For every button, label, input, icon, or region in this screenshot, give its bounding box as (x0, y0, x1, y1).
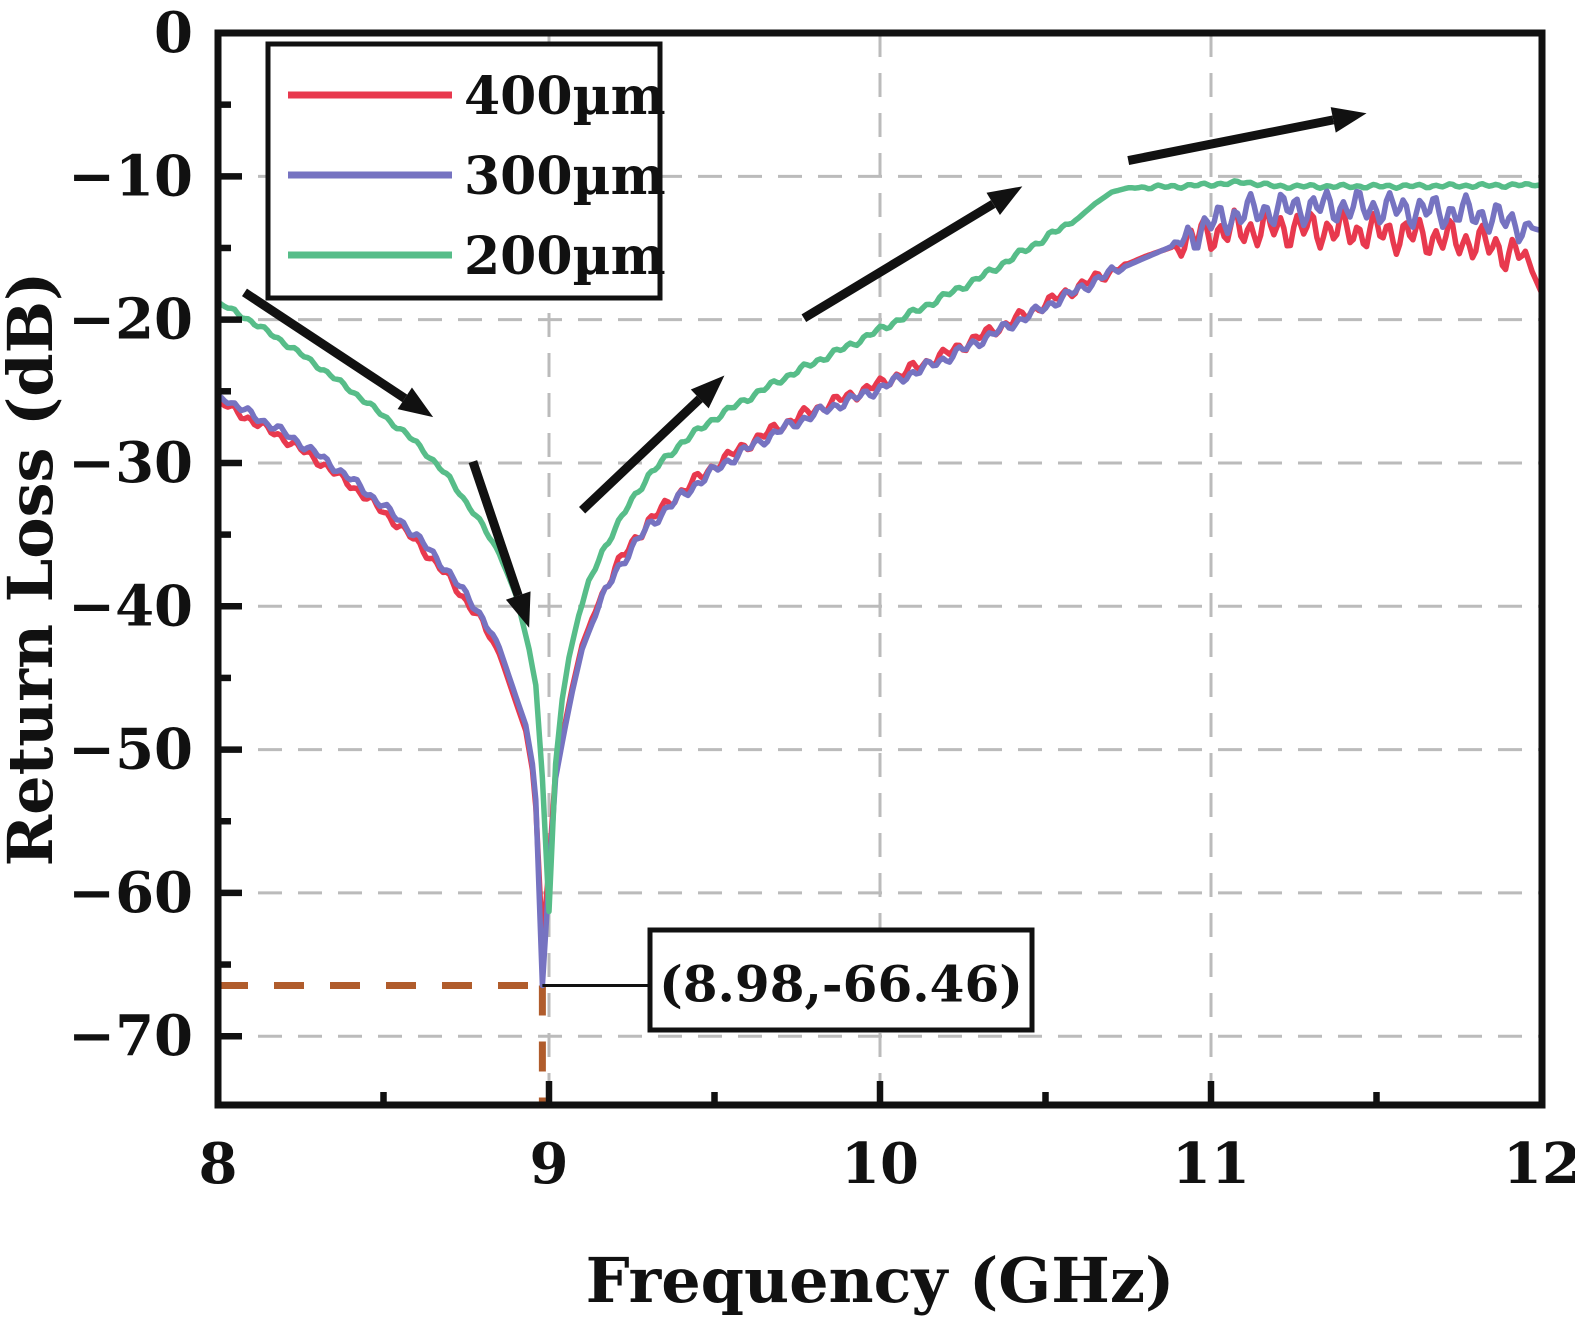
trend-arrow-shaft (241, 288, 408, 403)
trend-arrow-head (690, 375, 725, 409)
trend-arrow-head (986, 186, 1023, 216)
annotation-callout: (8.98,-66.46) (542, 927, 1035, 1033)
curve-200um (221, 178, 1539, 915)
trend-arrow-shaft (468, 460, 523, 597)
annotation-box (647, 927, 1035, 1033)
tick-labels: 8 9 10 11 12 0 −10 −20 −30 −40 −50 −60 −70 (68, 0, 1575, 1197)
y-tick-label: −60 (68, 860, 193, 926)
legend: 400µm 300µm 200µm (265, 41, 666, 301)
trend-arrow-head (397, 387, 434, 418)
trend-arrows (241, 107, 1367, 628)
trend-arrow-head (505, 591, 531, 628)
data-curves (221, 178, 1539, 989)
axes-frame (214, 29, 1546, 1109)
y-tick-label: −30 (68, 430, 193, 496)
y-tick-label: 0 (154, 0, 193, 66)
y-tick-label: −40 (68, 573, 193, 639)
curve-300um (221, 188, 1539, 989)
x-axis-title: Frequency (GHz) (586, 1244, 1175, 1317)
trend-arrow-shaft (579, 395, 703, 514)
x-tick-label: 11 (1172, 1131, 1250, 1197)
trend-arrow-head (1330, 107, 1367, 133)
x-tick-label: 8 (199, 1131, 238, 1197)
y-tick-label: −10 (68, 143, 193, 209)
legend-label-400um: 400µm (464, 66, 666, 127)
y-axis-title: Return Loss (dB) (0, 272, 67, 867)
annotation-text: (8.98,-66.46) (659, 955, 1023, 1014)
legend-label-200um: 200µm (464, 226, 666, 287)
trend-arrow-shaft (1127, 115, 1335, 165)
y-tick-label: −70 (68, 1003, 193, 1069)
x-tick-label: 10 (841, 1131, 919, 1197)
x-tick-label: 9 (530, 1131, 569, 1197)
y-tick-label: −20 (68, 287, 193, 353)
trend-arrow-shaft (801, 200, 996, 323)
x-tick-label: 12 (1503, 1131, 1575, 1197)
annotation-guide-lines (218, 981, 546, 1105)
y-tick-label: −50 (68, 717, 193, 783)
legend-label-300um: 300µm (464, 146, 666, 207)
